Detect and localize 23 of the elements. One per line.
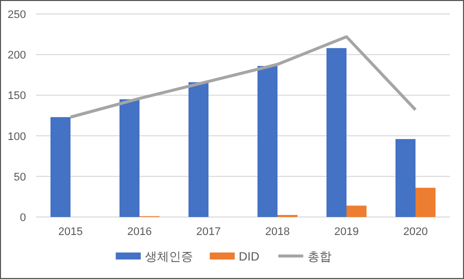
- x-tick-label: 2015: [58, 226, 83, 238]
- x-tick-label: 2016: [127, 226, 152, 238]
- bar: [326, 48, 346, 217]
- bar: [119, 99, 140, 217]
- y-tick-label: 150: [8, 90, 26, 102]
- y-tick-label: 0: [20, 212, 26, 224]
- y-tick-label: 50: [14, 171, 26, 184]
- legend-label: DID: [238, 250, 260, 264]
- x-tick-label: 2020: [403, 226, 428, 238]
- y-tick-label: 100: [8, 130, 26, 143]
- x-tick-label: 2018: [265, 226, 290, 238]
- bar: [50, 117, 70, 217]
- bar: [395, 139, 416, 217]
- legend-label: 생체인증: [144, 250, 193, 264]
- bar: [257, 66, 278, 217]
- x-tick-label: 2019: [334, 226, 359, 238]
- bar: [416, 188, 436, 217]
- bar: [346, 206, 367, 217]
- legend-label: 총합: [307, 250, 332, 264]
- x-tick-label: 2017: [196, 226, 221, 238]
- y-tick-label: 200: [8, 50, 26, 62]
- y-tick-label: 250: [8, 9, 26, 21]
- bar: [188, 82, 208, 217]
